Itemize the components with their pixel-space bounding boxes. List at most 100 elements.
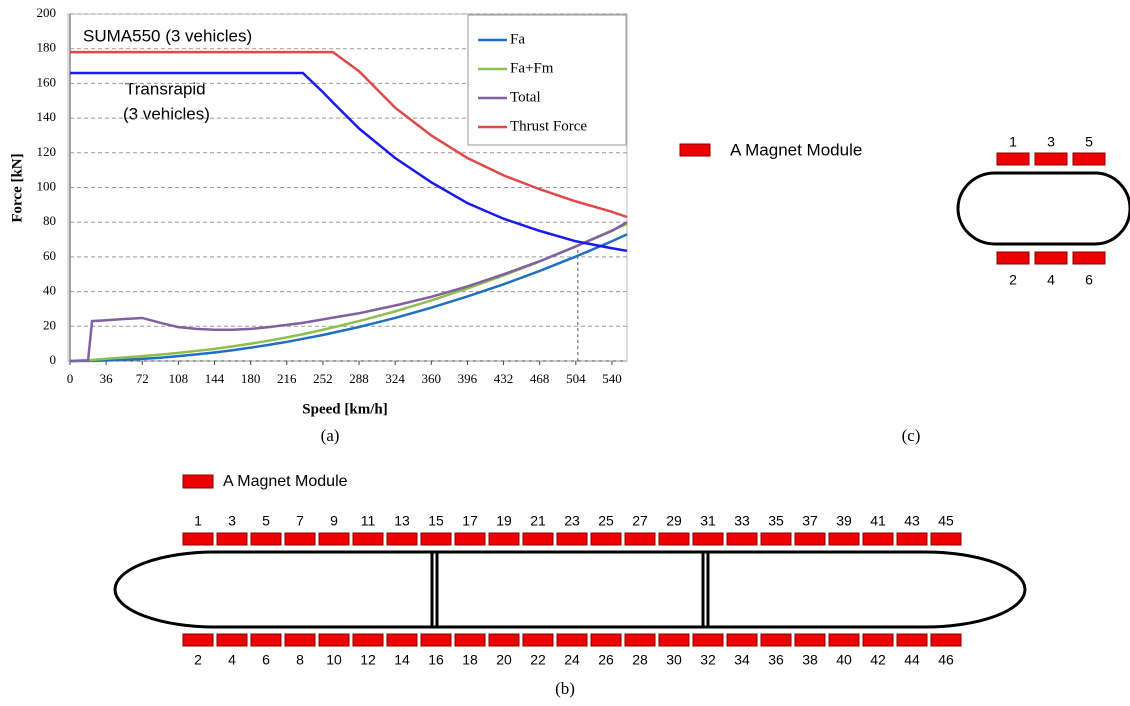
- legend-text: Thrust Force: [510, 118, 587, 134]
- module-number: 39: [836, 513, 852, 529]
- magnet-module: [556, 532, 588, 546]
- module-number: 44: [904, 652, 920, 668]
- magnet-module: [522, 633, 554, 647]
- x-tick-label: 468: [530, 371, 550, 386]
- y-tick-label: 140: [37, 109, 57, 124]
- module-number: 33: [734, 513, 750, 529]
- module-number: 22: [530, 652, 546, 668]
- y-tick-label: 200: [37, 5, 57, 20]
- magnet-module: [182, 633, 214, 647]
- module-number: 10: [326, 652, 342, 668]
- y-axis-title: Force [kN]: [9, 153, 25, 222]
- series-line: [69, 233, 628, 363]
- module-number: 6: [1085, 272, 1093, 288]
- module-number: 43: [904, 513, 920, 529]
- annotation: (3 vehicles): [123, 104, 210, 123]
- module-number: 32: [700, 652, 716, 668]
- magnet-module: [250, 633, 282, 647]
- magnet-module: [556, 633, 588, 647]
- module-number: 19: [496, 513, 512, 529]
- magnet-module: [590, 532, 622, 546]
- panel-label: (a): [321, 426, 340, 445]
- module-number: 30: [666, 652, 682, 668]
- x-tick-label: 540: [602, 371, 622, 386]
- magnet-module: [726, 633, 758, 647]
- magnet-module: [726, 532, 758, 546]
- module-number: 11: [361, 513, 376, 529]
- module-number: 20: [496, 652, 512, 668]
- module-number: 42: [870, 652, 886, 668]
- panel-label: (c): [902, 426, 921, 445]
- magnet-module: [1034, 152, 1068, 166]
- legend-swatch: [182, 474, 214, 489]
- module-number: 6: [262, 652, 270, 668]
- module-number: 36: [768, 652, 784, 668]
- module-number: 2: [1009, 272, 1017, 288]
- magnet-module: [862, 532, 894, 546]
- y-tick-label: 60: [43, 248, 56, 263]
- magnet-module: [930, 532, 962, 546]
- module-number: 45: [938, 513, 954, 529]
- magnet-module: [1034, 251, 1068, 265]
- magnet-module: [658, 532, 690, 546]
- module-number: 29: [666, 513, 682, 529]
- module-number: 41: [870, 513, 886, 529]
- y-tick-label: 180: [37, 40, 57, 55]
- module-number: 3: [228, 513, 236, 529]
- magnet-module: [658, 633, 690, 647]
- x-tick-label: 0: [67, 371, 74, 386]
- series-line: [69, 221, 628, 363]
- annotation: SUMA550 (3 vehicles): [83, 26, 252, 45]
- magnet-module: [284, 633, 316, 647]
- legend-text: A Magnet Module: [730, 140, 862, 159]
- x-tick-label: 216: [277, 371, 297, 386]
- module-number: 26: [598, 652, 614, 668]
- magnet-module: [1072, 152, 1106, 166]
- magnet-module: [420, 532, 452, 546]
- magnet-module: [216, 633, 248, 647]
- module-number: 4: [1047, 272, 1055, 288]
- module-number: 4: [228, 652, 236, 668]
- module-number: 12: [360, 652, 376, 668]
- module-number: 28: [632, 652, 648, 668]
- module-number: 9: [330, 513, 338, 529]
- magnet-module: [794, 532, 826, 546]
- module-number: 35: [768, 513, 784, 529]
- vehicle-body: [113, 550, 1027, 629]
- module-number: 1: [194, 513, 202, 529]
- magnet-module: [760, 532, 792, 546]
- magnet-module: [488, 532, 520, 546]
- magnet-module: [862, 633, 894, 647]
- vehicle-body: [956, 171, 1130, 246]
- magnet-module: [454, 532, 486, 546]
- legend-text: Fa: [510, 31, 525, 47]
- module-number: 46: [938, 652, 954, 668]
- x-tick-label: 288: [349, 371, 369, 386]
- magnet-module: [386, 633, 418, 647]
- annotation: Transrapid: [125, 79, 206, 98]
- module-number: 37: [802, 513, 818, 529]
- x-tick-label: 144: [205, 371, 225, 386]
- module-number: 13: [394, 513, 410, 529]
- module-number: 40: [836, 652, 852, 668]
- module-number: 2: [194, 652, 202, 668]
- module-number: 5: [1085, 134, 1093, 150]
- magnet-module: [454, 633, 486, 647]
- series-line: [69, 222, 628, 363]
- magnet-module: [318, 532, 350, 546]
- magnet-module: [828, 633, 860, 647]
- y-tick-label: 160: [37, 74, 57, 89]
- magnet-module: [420, 633, 452, 647]
- y-tick-label: 20: [43, 317, 56, 332]
- magnet-module: [216, 532, 248, 546]
- x-tick-label: 108: [169, 371, 189, 386]
- module-number: 17: [462, 513, 478, 529]
- magnet-module: [760, 633, 792, 647]
- vehicle-dividers: [430, 552, 710, 627]
- magnet-module: [828, 532, 860, 546]
- series-line: [70, 71, 628, 253]
- magnet-module: [522, 532, 554, 546]
- magnet-module: [250, 532, 282, 546]
